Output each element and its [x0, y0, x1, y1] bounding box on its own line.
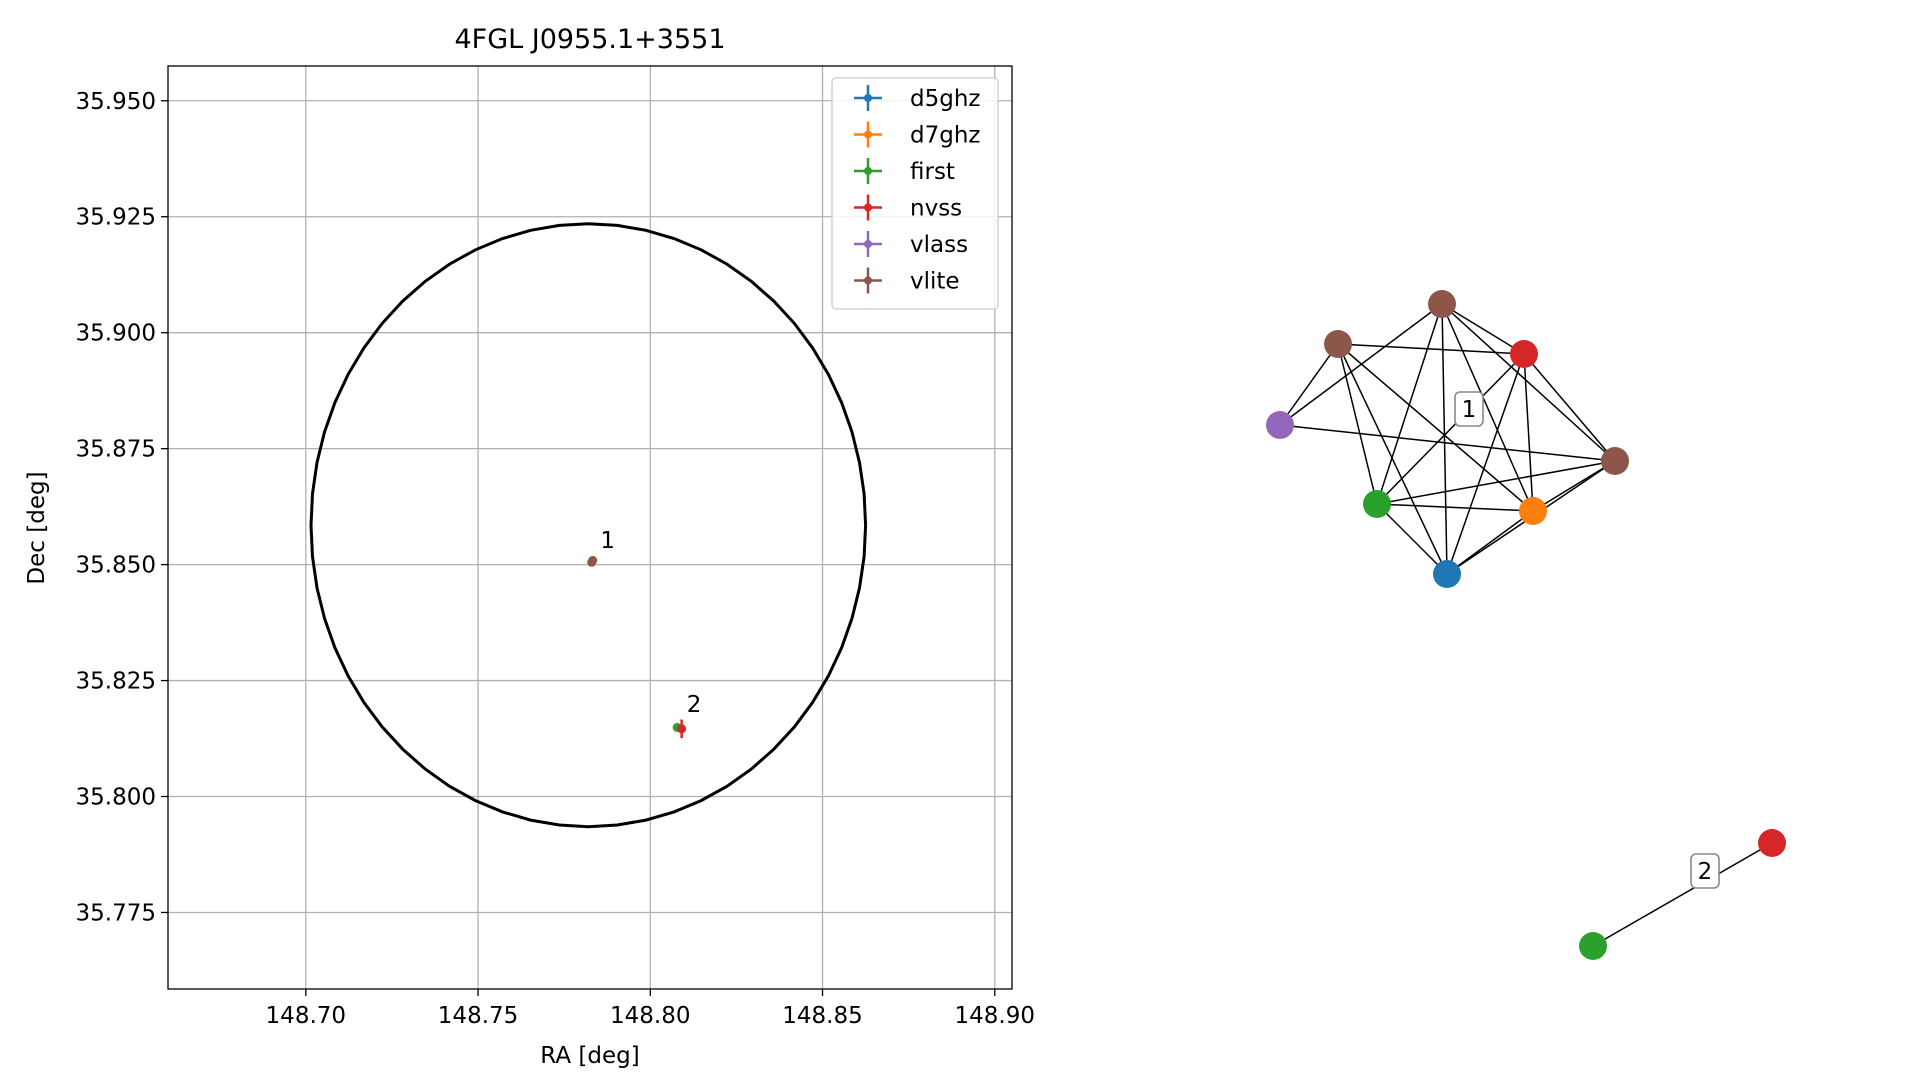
- annotations: 12: [600, 528, 701, 718]
- network-node-nvss: [1758, 829, 1786, 857]
- grid-lines: [168, 66, 1012, 989]
- y-tick-label: 35.825: [76, 669, 156, 695]
- annotation-label: 1: [600, 528, 615, 554]
- nvss-point: [677, 724, 687, 734]
- cluster-label-box: [1690, 853, 1720, 889]
- network-node-vlite: [1601, 447, 1629, 475]
- network-node-first: [1363, 490, 1391, 518]
- legend-swatch-marker: [864, 276, 872, 285]
- network-edge: [1337, 343, 1448, 575]
- x-tick-label: 148.80: [610, 1003, 690, 1029]
- plot-frame: [167, 65, 1013, 990]
- legend-label: first: [910, 159, 955, 185]
- network-edge: [1376, 303, 1443, 505]
- network-node-nvss: [1510, 340, 1538, 368]
- network-node-vlite: [1428, 290, 1456, 318]
- network-edge: [1337, 343, 1378, 505]
- network-edge: [1337, 343, 1534, 512]
- y-axis-ticks: 35.775 35.800 35.825 35.850 35.875 35.900 35.9…: [76, 89, 168, 926]
- network-node-first: [1579, 932, 1607, 960]
- y-tick-label: 35.850: [76, 553, 156, 579]
- network-edge: [1446, 353, 1525, 575]
- network-node-d5ghz: [1433, 560, 1461, 588]
- network-edge: [1376, 503, 1448, 575]
- legend-label: nvss: [910, 196, 962, 222]
- legend-swatch-marker: [864, 130, 872, 139]
- y-tick-label: 35.950: [76, 89, 156, 115]
- x-tick-label: 148.70: [266, 1003, 346, 1029]
- network-edge: [1441, 303, 1616, 462]
- y-tick-label: 35.925: [76, 205, 156, 231]
- uncertainty-ellipse: [309, 222, 868, 829]
- legend-swatch-marker: [864, 167, 872, 175]
- ellipse-layer: [309, 222, 868, 829]
- cluster-label: 2: [1698, 859, 1713, 885]
- data-points: [587, 555, 687, 739]
- network-cluster: 2: [1579, 829, 1786, 960]
- y-tick-label: 35.800: [76, 785, 156, 811]
- legend-swatch-marker: [864, 240, 872, 248]
- network-node-vlass: [1266, 411, 1294, 439]
- y-tick-label: 35.875: [76, 437, 156, 463]
- network-edge: [1279, 424, 1616, 462]
- legend-swatch-marker: [864, 94, 872, 102]
- y-tick-label: 35.775: [76, 900, 156, 926]
- network-cluster: 1: [1266, 290, 1629, 588]
- network-edge: [1441, 303, 1448, 575]
- network-edge: [1446, 510, 1534, 575]
- network-edge: [1441, 303, 1525, 355]
- cluster-label-box: [1454, 391, 1484, 427]
- legend-label: d5ghz: [910, 86, 980, 112]
- network-edge: [1532, 460, 1616, 512]
- network-edge: [1441, 303, 1534, 512]
- network-edge: [1376, 460, 1616, 505]
- x-tick-label: 148.85: [782, 1003, 862, 1029]
- network-edge: [1337, 343, 1525, 355]
- network-edge: [1376, 353, 1525, 505]
- y-tick-label: 35.900: [76, 321, 156, 347]
- network-node-d7ghz: [1519, 497, 1547, 525]
- legend: d5ghz d7ghz first nvss vlass vlite: [831, 77, 999, 310]
- chart-title: 4FGL J0955.1+3551: [454, 24, 725, 55]
- cluster-label: 1: [1462, 397, 1477, 423]
- annotation-label: 2: [687, 692, 702, 718]
- x-axis-ticks: 148.70 148.75 148.80 148.85 148.90: [266, 989, 1035, 1029]
- network-edge: [1523, 353, 1616, 462]
- legend-label: vlass: [910, 232, 968, 258]
- vlite-point: [588, 555, 598, 565]
- network-edge: [1523, 353, 1534, 512]
- x-axis-label: RA [deg]: [540, 1043, 639, 1069]
- legend-label: d7ghz: [910, 123, 980, 149]
- network-edge: [1592, 842, 1773, 947]
- scatter-plot: 4FGL J0955.1+3551 12 148.70 148.75 148.80 1…: [24, 24, 1035, 1069]
- network-edge: [1376, 503, 1534, 512]
- y-axis-label: Dec [deg]: [24, 471, 50, 584]
- x-tick-label: 148.90: [955, 1003, 1035, 1029]
- network-edge: [1279, 343, 1339, 426]
- network-node-vlite: [1324, 330, 1352, 358]
- network-graph: 12: [1266, 290, 1786, 960]
- x-tick-label: 148.75: [438, 1003, 518, 1029]
- legend-swatch-marker: [864, 203, 872, 212]
- legend-label: vlite: [910, 269, 960, 295]
